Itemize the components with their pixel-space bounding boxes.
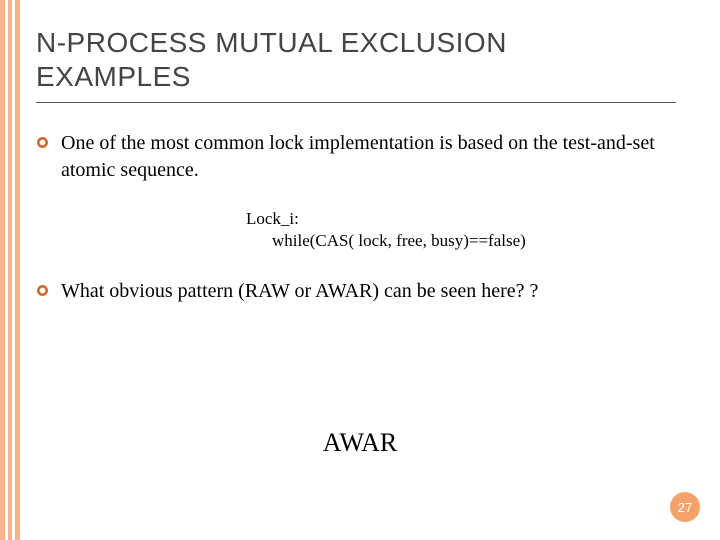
title-line-1: N-PROCESS MUTUAL EXCLUSION — [36, 27, 507, 58]
left-accent-stripes — [0, 0, 20, 540]
bullet-text: What obvious pattern (RAW or AWAR) can b… — [61, 278, 538, 305]
answer-text: AWAR — [0, 428, 720, 458]
code-block: Lock_i: while(CAS( lock, free, busy)==fa… — [246, 208, 676, 252]
code-line: while(CAS( lock, free, busy)==false) — [246, 230, 676, 252]
bullet-item: What obvious pattern (RAW or AWAR) can b… — [36, 278, 676, 305]
title-underline — [36, 102, 676, 103]
page-number-badge: 27 — [670, 492, 700, 522]
slide-body: One of the most common lock implementati… — [36, 130, 676, 323]
page-number: 27 — [678, 500, 692, 515]
slide-title: N-PROCESS MUTUAL EXCLUSION EXAMPLES — [36, 26, 507, 93]
ring-bullet-icon — [36, 136, 49, 149]
bullet-text: One of the most common lock implementati… — [61, 130, 676, 184]
code-line: Lock_i: — [246, 208, 676, 230]
stripe — [15, 0, 20, 540]
title-line-2: EXAMPLES — [36, 61, 191, 92]
bullet-item: One of the most common lock implementati… — [36, 130, 676, 184]
ring-bullet-icon — [36, 284, 49, 297]
